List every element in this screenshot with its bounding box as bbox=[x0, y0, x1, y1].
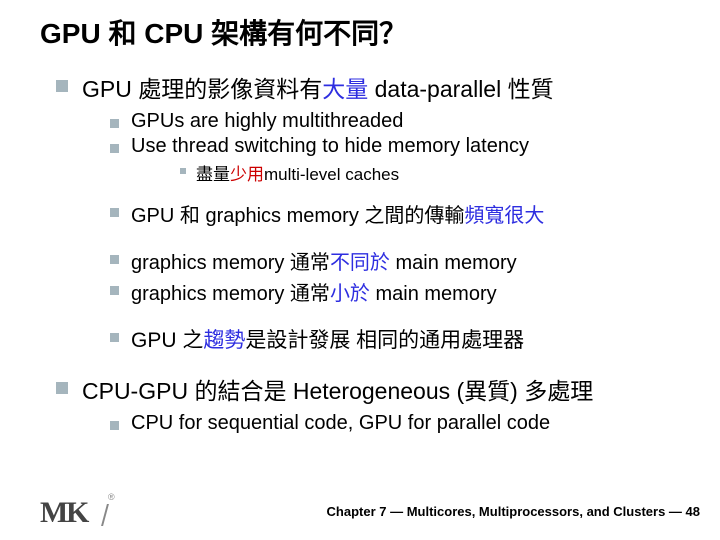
bullet-level2-5: graphics memory 通常小於 main memory bbox=[110, 277, 700, 306]
bullet-square-icon bbox=[110, 421, 119, 430]
level1-text-1: GPU 處理的影像資料有大量 data-parallel 性質 bbox=[82, 70, 554, 104]
level2-text: GPU 和 graphics memory 之間的傳輸頻寬很大 bbox=[131, 199, 544, 228]
bullet-square-icon bbox=[180, 168, 186, 174]
publisher-logo: M K ® bbox=[40, 492, 110, 530]
bullet-square-icon bbox=[56, 80, 68, 92]
bullet-square-icon bbox=[110, 119, 119, 128]
level2-text: GPUs are highly multithreaded bbox=[131, 110, 403, 133]
slide-content: GPU 和 CPU 架構有何不同？ GPU 處理的影像資料有大量 data-pa… bbox=[0, 0, 720, 540]
bullet-level2-2: Use thread switching to hide memory late… bbox=[110, 135, 700, 158]
bullet-level2-3: GPU 和 graphics memory 之間的傳輸頻寬很大 bbox=[110, 199, 700, 228]
bullet-square-icon bbox=[110, 255, 119, 264]
slide-footer: M K ® Chapter 7 — Multicores, Multiproce… bbox=[40, 492, 700, 530]
bullet-level3-1: 盡量少用multi-level caches bbox=[180, 160, 700, 185]
level2-text: Use thread switching to hide memory late… bbox=[131, 135, 529, 158]
mk-logo-icon: M K ® bbox=[40, 492, 110, 530]
level3-text: 盡量少用multi-level caches bbox=[196, 160, 399, 185]
chapter-label: Chapter 7 — Multicores, Multiprocessors,… bbox=[327, 504, 700, 519]
bullet-square-icon bbox=[110, 144, 119, 153]
bullet-level2-6: GPU 之趨勢是設計發展 相同的通用處理器 bbox=[110, 324, 700, 354]
slide-title: GPU 和 CPU 架構有何不同？ bbox=[40, 12, 700, 52]
level2-text: CPU for sequential code, GPU for paralle… bbox=[131, 412, 550, 435]
level2-text: GPU 之趨勢是設計發展 相同的通用處理器 bbox=[131, 324, 524, 354]
bullet-square-icon bbox=[110, 208, 119, 217]
bullet-square-icon bbox=[56, 382, 68, 394]
level2-text: graphics memory 通常小於 main memory bbox=[131, 277, 497, 306]
level1-text-2: CPU-GPU 的結合是 Heterogeneous (異質) 多處理 bbox=[82, 372, 593, 406]
bullet-level1-1: GPU 處理的影像資料有大量 data-parallel 性質 bbox=[56, 70, 700, 104]
bullet-level2-4: graphics memory 通常不同於 main memory bbox=[110, 246, 700, 275]
bullet-level1-2: CPU-GPU 的結合是 Heterogeneous (異質) 多處理 bbox=[56, 372, 700, 406]
level2-text: graphics memory 通常不同於 main memory bbox=[131, 246, 517, 275]
bullet-square-icon bbox=[110, 333, 119, 342]
bullet-level2-1: GPUs are highly multithreaded bbox=[110, 110, 700, 133]
bullet-square-icon bbox=[110, 286, 119, 295]
bullet-level2-7: CPU for sequential code, GPU for paralle… bbox=[110, 412, 700, 435]
